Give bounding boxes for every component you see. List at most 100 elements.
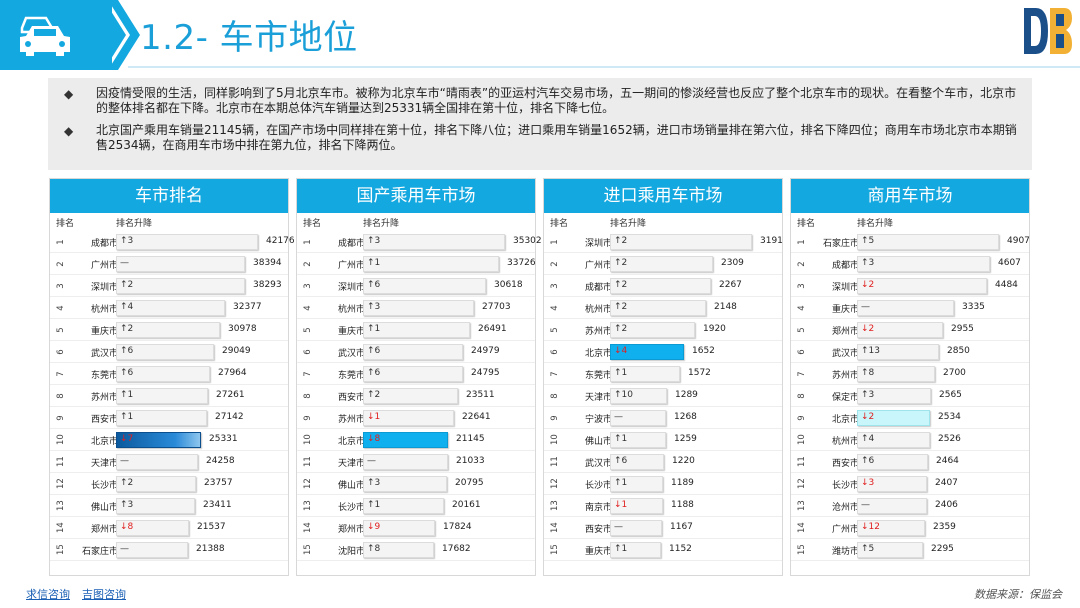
table-row: 13 南京市 ↓1 1188 [544, 495, 782, 517]
sales-value: 2565 [939, 390, 962, 400]
table-row: 12 佛山市 ↑3 20795 [297, 473, 535, 495]
city-name: 广州市 [90, 261, 118, 271]
sales-value: 33726 [507, 258, 536, 268]
column-header-rank: 排名 [797, 219, 816, 229]
sales-value: 4484 [995, 280, 1018, 290]
rank-change: ↑4 [861, 434, 875, 444]
diamond-bullet-icon: ◆ [64, 124, 74, 138]
sales-bar [857, 520, 925, 536]
city-name: 长沙市 [337, 503, 365, 513]
table-row: 4 杭州市 ↑2 2148 [544, 297, 782, 319]
rank-number: 10 [797, 434, 807, 445]
sales-value: 1189 [671, 478, 694, 488]
rank-change: ↓9 [367, 522, 381, 532]
rank-change: ↑2 [120, 324, 134, 334]
rank-change: ↑1 [367, 500, 381, 510]
city-name: 佛山市 [90, 503, 118, 513]
rank-change: ↑1 [614, 434, 628, 444]
rank-number: 3 [550, 283, 560, 289]
summary-box: ◆ 因疫情受限的生活，同样影响到了5月北京车市。被称为北京车市“晴雨表”的亚运村… [48, 78, 1032, 170]
city-name: 武汉市 [90, 349, 118, 359]
sales-value: 2309 [721, 258, 744, 268]
sales-value: 1652 [692, 346, 715, 356]
ranking-list: 1 深圳市 ↑2 3191 2 广州市 ↑2 2309 3 成都市 ↑2 2267 4 杭州市 ↑2 2148… [544, 231, 783, 561]
rank-number: 6 [550, 349, 560, 355]
sales-value: 30978 [228, 324, 257, 334]
city-name: 天津市 [90, 459, 118, 469]
sales-value: 2406 [935, 500, 958, 510]
rank-change: ↓8 [367, 434, 381, 444]
sales-value: 3335 [962, 302, 985, 312]
sales-value: 38394 [253, 258, 282, 268]
table-row: 6 武汉市 ↑6 24979 [297, 341, 535, 363]
sales-value: 27261 [216, 390, 245, 400]
panel-domestic-passenger: 国产乘用车市场 排名 排名升降 1 成都市 ↑3 35302 2 广州市 ↑1 33726 3 深… [296, 178, 542, 576]
table-row: 13 长沙市 ↑1 20161 [297, 495, 535, 517]
rank-number: 7 [797, 371, 807, 377]
sales-value: 1289 [675, 390, 698, 400]
data-source: 数据来源：保监会 [974, 588, 1062, 601]
rank-number: 11 [56, 456, 66, 467]
rank-number: 2 [303, 261, 313, 267]
sales-value: 24979 [471, 346, 500, 356]
sales-bar [857, 542, 923, 558]
table-row: 3 成都市 ↑2 2267 [544, 275, 782, 297]
sales-bar [610, 410, 666, 426]
rank-number: 12 [797, 478, 807, 489]
sales-value: 21033 [456, 456, 485, 466]
sales-bar [363, 366, 463, 382]
sales-bar [116, 256, 245, 272]
city-name: 天津市 [584, 393, 612, 403]
rank-change: ↓8 [120, 522, 134, 532]
consult-link-2[interactable]: 吉图咨询 [82, 588, 126, 601]
panel-overall-ranking: 车市排名 排名 排名升降 1 成都市 ↑3 42176 2 广州市 —38394 3 深圳市 ↑2… [49, 178, 295, 576]
table-row: 7 苏州市 ↑8 2700 [791, 363, 1029, 385]
rank-change: ↑3 [120, 500, 134, 510]
rank-change: ↑3 [367, 478, 381, 488]
sales-bar [610, 432, 666, 448]
city-name: 西安市 [584, 525, 612, 535]
sales-bar [116, 520, 189, 536]
city-name: 郑州市 [90, 525, 118, 535]
rank-change: ↑13 [861, 346, 880, 356]
sales-bar [857, 256, 990, 272]
city-name: 深圳市 [584, 239, 612, 249]
table-row: 7 东莞市 ↑6 27964 [50, 363, 288, 385]
consult-link-1[interactable]: 求信咨询 [26, 588, 70, 601]
rank-change: ↓2 [861, 280, 875, 290]
table-row: 11 天津市 — 21033 [297, 451, 535, 473]
sales-value: 27703 [482, 302, 511, 312]
city-name: 长沙市 [831, 481, 859, 491]
table-row: 6 武汉市 ↑13 2850 [791, 341, 1029, 363]
table-row: 9 苏州市 ↓1 22641 [297, 407, 535, 429]
table-row: 15 沈阳市 ↑8 17682 [297, 539, 535, 561]
city-name: 石家庄市 [81, 547, 118, 557]
table-row: 8 西安市 ↑2 23511 [297, 385, 535, 407]
sales-value: 22641 [462, 412, 491, 422]
rank-number: 5 [550, 327, 560, 333]
table-row: 13 沧州市 — 2406 [791, 495, 1029, 517]
sales-bar [610, 388, 667, 404]
sales-value: 32377 [233, 302, 262, 312]
panel-import-passenger: 进口乘用车市场 排名 排名升降 1 深圳市 ↑2 3191 2 广州市 ↑2 2309 3 成都市… [543, 178, 783, 576]
sales-value: 23757 [204, 478, 233, 488]
city-name: 佛山市 [584, 437, 612, 447]
sales-bar [857, 300, 954, 316]
city-name: 天津市 [337, 459, 365, 469]
city-name: 成都市 [337, 239, 365, 249]
sales-bar [363, 520, 435, 536]
sales-bar [857, 476, 927, 492]
rank-number: 8 [303, 393, 313, 399]
rank-change: ↑2 [367, 390, 381, 400]
rank-change: — [861, 302, 870, 312]
city-name: 杭州市 [584, 305, 612, 315]
sales-bar [116, 366, 210, 382]
table-row: 4 杭州市 ↑4 32377 [50, 297, 288, 319]
city-name: 东莞市 [90, 371, 118, 381]
city-name: 苏州市 [831, 371, 859, 381]
rank-change: ↑6 [367, 346, 381, 356]
sales-bar [857, 344, 939, 360]
brand-logo-icon [1024, 8, 1072, 54]
sales-bar [363, 432, 448, 448]
rank-change: — [861, 500, 870, 510]
